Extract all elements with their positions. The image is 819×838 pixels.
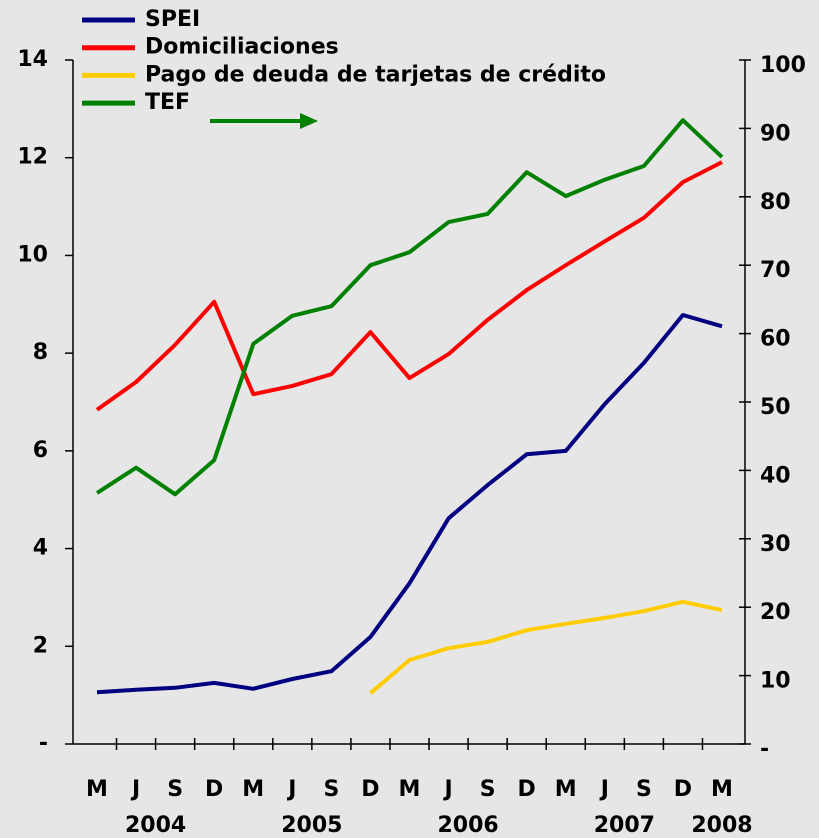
legend-label: Pago de deuda de tarjetas de crédito (145, 62, 606, 87)
y-tick-label: 14 (17, 47, 48, 72)
y-tick-label: 6 (33, 438, 48, 463)
x-tick-label: M (399, 777, 421, 802)
y2-tick-label: 80 (760, 190, 791, 215)
tef-arrowhead (300, 113, 318, 129)
series-line (369, 599, 723, 695)
x-tick-label: D (205, 777, 223, 802)
y2-tick-label: 10 (760, 669, 791, 694)
x-tick-label: S (636, 777, 652, 802)
x-tick-label: M (242, 777, 264, 802)
y2-tick-label: 90 (760, 121, 791, 146)
y-tick-label: 12 (17, 145, 48, 170)
y-tick-label: 2 (33, 633, 48, 658)
x-tick-label: J (442, 777, 452, 802)
year-label: 2006 (437, 813, 498, 838)
x-tick-label: J (130, 777, 140, 802)
y-tick-label: 4 (33, 536, 48, 561)
y2-tick-label: 20 (760, 600, 791, 625)
x-tick-label: S (167, 777, 183, 802)
legend-label: TEF (145, 90, 190, 115)
x-tick-label: S (480, 777, 496, 802)
x-tick-label: S (323, 777, 339, 802)
y-tick-label: 8 (33, 340, 48, 365)
legend-label: Domiciliaciones (145, 35, 339, 60)
y2-tick-label: 50 (760, 395, 791, 420)
year-label: 2004 (125, 813, 186, 838)
legend-label: SPEI (145, 7, 200, 32)
series-line (95, 160, 723, 412)
y2-tick-label: 30 (760, 532, 791, 557)
x-tick-label: D (518, 777, 536, 802)
y2-tick-label: 60 (760, 327, 791, 352)
x-tick-label: J (599, 777, 609, 802)
x-tick-label: J (286, 777, 296, 802)
y-tick-label: 10 (17, 242, 48, 267)
y-tick-label: - (39, 731, 48, 756)
year-label: 2007 (594, 813, 655, 838)
x-tick-label: D (674, 777, 692, 802)
x-tick-label: M (86, 777, 108, 802)
x-tick-label: M (711, 777, 733, 802)
year-label: 2005 (281, 813, 342, 838)
y2-tick-label: - (760, 737, 769, 762)
series-line (96, 313, 723, 695)
year-label: 2008 (691, 813, 752, 838)
series-line (95, 118, 724, 497)
x-tick-label: D (361, 777, 379, 802)
y2-tick-label: 100 (760, 53, 806, 78)
y2-tick-label: 40 (760, 463, 791, 488)
y2-tick-label: 70 (760, 258, 791, 283)
x-tick-label: M (555, 777, 577, 802)
